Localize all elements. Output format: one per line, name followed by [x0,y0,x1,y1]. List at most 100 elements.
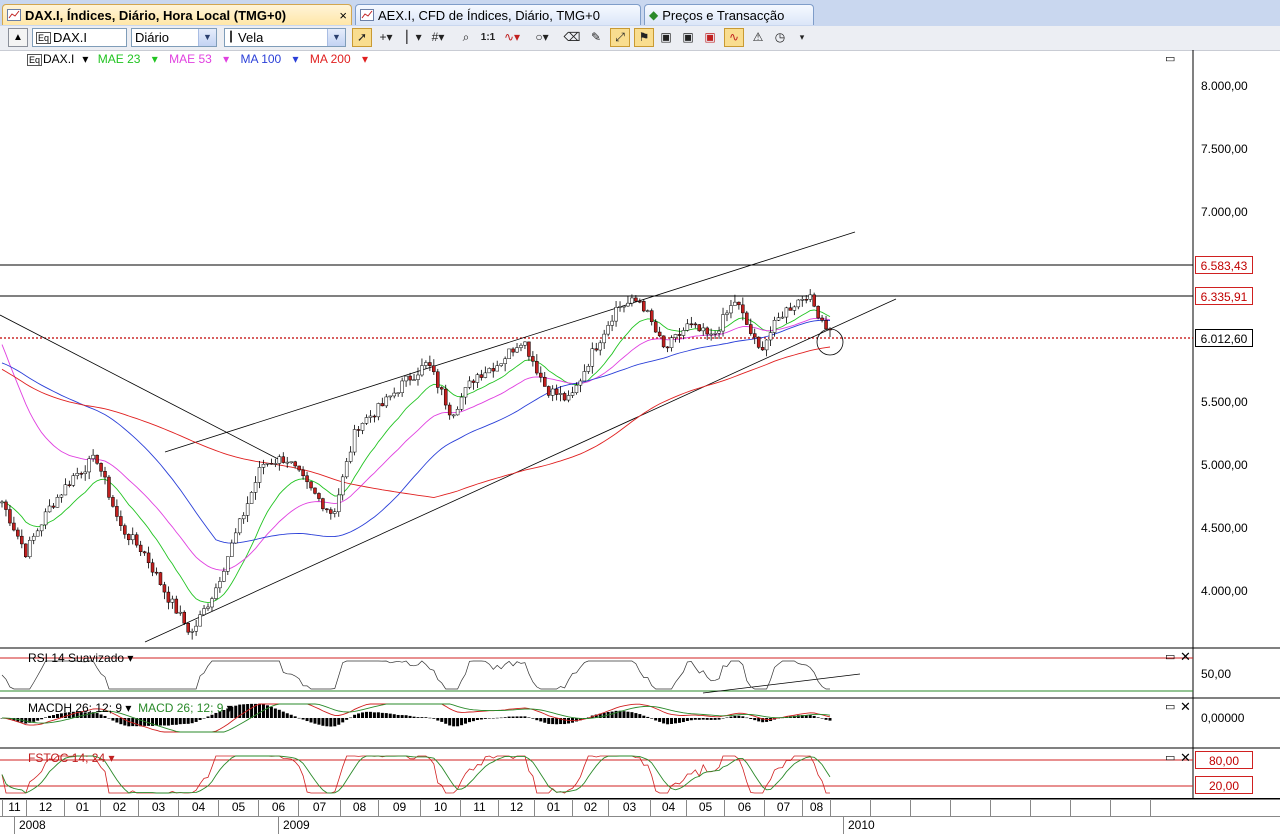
pointer-icon[interactable]: ➚ [352,28,372,47]
macd-bar [376,712,380,718]
macd-bar [420,717,424,718]
candle-body [67,484,72,486]
candle-body [91,454,95,459]
legend-ma100[interactable]: MA 100 ▾ [240,52,299,66]
candle-body [412,379,416,381]
candle-body [701,327,705,332]
candle-body [380,403,385,407]
tab-dax-chart[interactable]: DAX.I, Índices, Diário, Hora Local (TMG+… [2,4,352,25]
candle-body [808,294,812,300]
price-chart[interactable] [0,50,1280,836]
candle-body [111,497,115,507]
candle-body [344,461,349,478]
wave-icon[interactable]: ∿ [724,28,744,47]
maximize-icon[interactable]: ▭ [1165,701,1176,713]
macd-bar [32,718,36,722]
tab-aex-chart[interactable]: AEX.I, CFD de Índices, Diário, TMG+0 [355,4,641,25]
tab-prices-trading[interactable]: ◆ Preços e Transacção [644,4,814,25]
indicator-icon[interactable]: ∿▾ [503,30,521,44]
macd-bar [408,715,412,718]
more-icon[interactable]: ▾ [799,32,805,42]
candle-body [729,305,733,314]
close-icon[interactable]: ✕ [1180,750,1191,765]
candle-body [578,380,583,386]
month-label: 02 [100,799,138,816]
symbol-input[interactable]: Eq DAX.I [32,28,127,47]
zoom-icon[interactable]: ⌕ [462,30,470,44]
cursor-menu-icon[interactable]: ▏▾ [406,30,422,44]
candle-body [503,358,507,364]
equity-icon: Eq [36,31,52,44]
grid-tool-icon[interactable]: #▾ [431,30,445,44]
candle-body [83,471,87,474]
legend-mae23[interactable]: MAE 23 ▾ [97,52,158,66]
macd-bar [800,715,804,718]
maximize-icon[interactable]: ▭ [1165,651,1176,663]
window-icon[interactable]: ▣ [660,30,672,44]
autoscale-icon[interactable]: ⤢ [610,28,630,47]
candle-body [103,471,107,478]
maximize-icon[interactable]: ▭ [1165,53,1176,65]
month-label: 07 [764,799,802,816]
macd-bar [543,718,547,723]
macd-bar [705,718,709,720]
macd-bar [8,718,12,720]
macd-bar [12,718,16,721]
candle-body [59,494,64,498]
legend-instrument[interactable]: DAX.I [43,52,75,66]
candle-body [245,503,250,516]
candle-body [376,403,381,418]
stoch-label[interactable]: FSTOC 14; 24 ▾ [28,751,115,765]
macd-bar [642,715,646,718]
paint-icon[interactable]: ✎ [590,30,602,44]
legend-mae53[interactable]: MAE 53 ▾ [169,52,230,66]
macd-bar [713,718,717,720]
rsi-level: 50,00 [1201,667,1232,681]
candle-body [804,299,808,301]
alert-icon[interactable]: ⚠ [752,30,764,44]
macd-bar [265,705,269,718]
macd-bar [634,713,638,718]
period-value: Diário [135,30,169,45]
macd-bar [75,711,79,718]
candle-body [531,356,535,362]
macd-bar [135,718,139,727]
windows-icon[interactable]: ▣ [682,30,694,44]
candle-body [590,348,595,367]
tab-label: DAX.I, Índices, Diário, Hora Local (TMG+… [25,7,287,23]
crosshair-icon[interactable]: +▾ [379,30,393,44]
macd-bar [317,718,321,725]
candle-body [388,395,392,398]
price-marker-6583: 6.583,43 [1195,256,1253,274]
eraser-icon[interactable]: ⌫ [563,30,581,44]
layout-icon[interactable]: ▣ [704,30,716,44]
shape-icon[interactable]: ○▾ [535,30,549,44]
macd-bar [63,712,67,718]
candle-body [752,333,757,338]
period-select[interactable]: Diário ▼ [131,28,217,47]
equity-icon: Eq [27,54,43,66]
candle-body [230,542,234,557]
candle-body [384,396,389,407]
macd-bar [210,714,214,718]
candle-body [764,339,769,351]
chart-type-select[interactable]: ┃ Vela ▼ [224,28,346,47]
macd-bar [230,706,234,718]
legend-ma200[interactable]: MA 200 ▾ [309,52,368,66]
macd-bar [622,711,626,718]
maximize-icon[interactable]: ▭ [1165,752,1176,764]
close-icon[interactable]: ✕ [1180,649,1191,664]
clock-icon[interactable]: ◷ [774,30,786,44]
candle-body [693,323,698,326]
close-icon[interactable]: × [339,8,347,23]
candle-body [218,581,222,589]
month-label: 01 [64,799,100,816]
collapse-button[interactable]: ▲ [8,28,28,47]
candle-body [471,380,476,383]
zoom-reset-button[interactable]: 1:1 [480,32,496,43]
rsi-label[interactable]: RSI 14 Suavizado ▾ [28,651,134,665]
flags-icon[interactable]: ⚑ [634,28,654,47]
macd-bar [301,718,305,720]
close-icon[interactable]: ✕ [1180,699,1191,714]
macd-label[interactable]: MACDH 26; 12; 9 ▾ MACD 26; 12; 9 ▾ [28,701,233,715]
